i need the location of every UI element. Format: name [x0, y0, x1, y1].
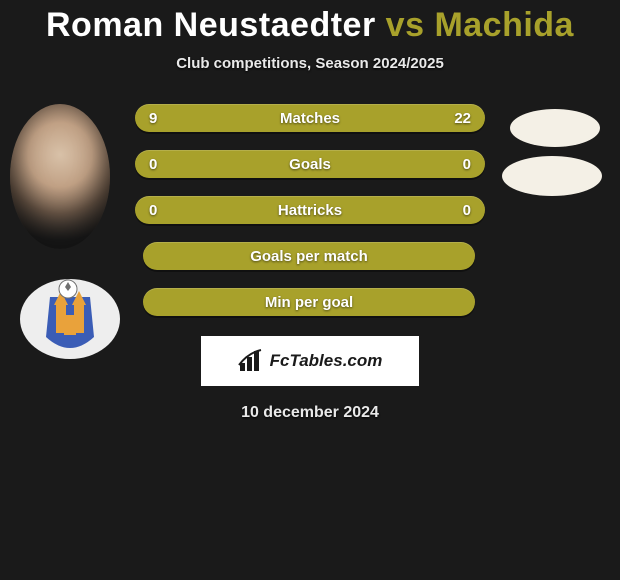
player2-avatar-bottom	[502, 156, 602, 196]
stat-label: Hattricks	[278, 202, 342, 219]
stat-right: 0	[463, 156, 471, 173]
subtitle: Club competitions, Season 2024/2025	[0, 55, 620, 72]
title-player1: Roman Neustaedter	[46, 6, 376, 44]
branding-text: FcTables.com	[270, 351, 383, 371]
page-title: Roman Neustaedter vs Machida	[0, 0, 620, 45]
stat-row-matches: 9 Matches 22	[135, 104, 485, 132]
stat-left: 0	[149, 202, 157, 219]
stat-row-goals: 0 Goals 0	[135, 150, 485, 178]
stat-left: 9	[149, 110, 157, 127]
player2-avatar-top	[510, 109, 600, 147]
stat-label: Min per goal	[265, 294, 353, 311]
bars-icon	[238, 349, 264, 373]
stat-left: 0	[149, 156, 157, 173]
stat-row-hattricks: 0 Hattricks 0	[135, 196, 485, 224]
stat-right: 0	[463, 202, 471, 219]
stat-label: Matches	[280, 110, 340, 127]
stat-right: 22	[454, 110, 471, 127]
date-text: 10 december 2024	[0, 404, 620, 422]
stat-row-goals-per-match: Goals per match	[143, 242, 475, 270]
stat-rows: 9 Matches 22 0 Goals 0 0 Hattricks 0 Goa…	[135, 104, 485, 316]
comparison-panel: 9 Matches 22 0 Goals 0 0 Hattricks 0 Goa…	[0, 104, 620, 316]
branding-box: FcTables.com	[201, 336, 419, 386]
stat-label: Goals	[289, 156, 331, 173]
stat-row-min-per-goal: Min per goal	[143, 288, 475, 316]
stat-label: Goals per match	[250, 248, 368, 265]
title-player2: Machida	[434, 6, 574, 44]
player1-avatar	[10, 104, 110, 249]
title-vs: vs	[386, 6, 425, 44]
crest-icon	[20, 279, 120, 359]
club-crest	[20, 279, 120, 359]
